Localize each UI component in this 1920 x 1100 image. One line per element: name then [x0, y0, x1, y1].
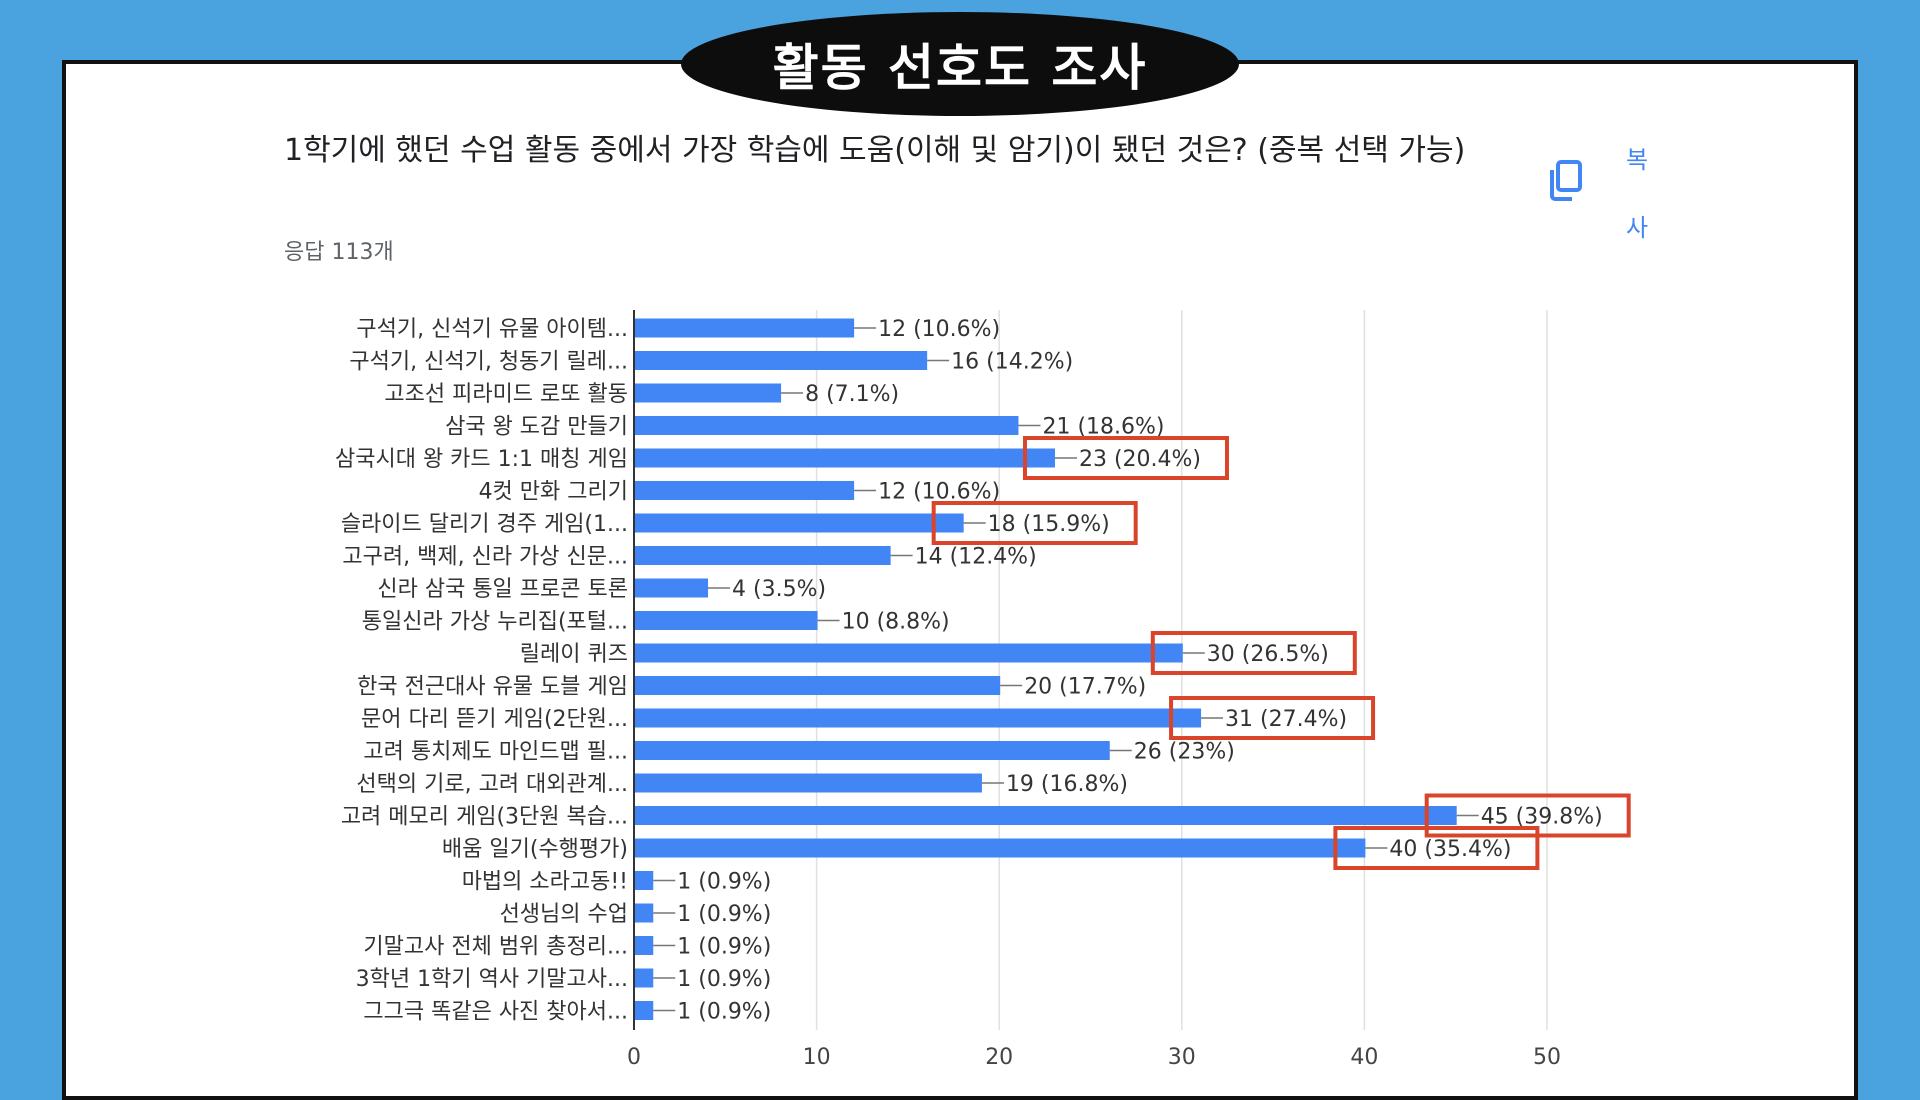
data-label: 14 (12.4%) — [915, 545, 1037, 570]
category-label: 고려 메모리 게임(3단원 복습... — [341, 805, 628, 830]
x-tick-label: 50 — [1533, 1045, 1561, 1070]
data-label: 40 (35.4%) — [1389, 837, 1511, 862]
bar — [635, 643, 1183, 663]
copy-button-label[interactable]: 복사 — [1625, 146, 1649, 242]
highlight-box — [931, 501, 1138, 545]
highlight-box — [1022, 436, 1229, 480]
bar — [635, 903, 654, 923]
category-label: 구석기, 신석기, 청동기 릴레... — [349, 350, 628, 375]
category-label: 그그극 똑같은 사진 찾아서... — [363, 1000, 628, 1025]
category-label: 고려 통치제도 마인드맵 필... — [363, 740, 628, 765]
bar — [635, 416, 1019, 435]
x-tick-label: 10 — [803, 1045, 831, 1070]
data-label: 12 (10.6%) — [878, 317, 1000, 342]
bar — [635, 968, 654, 988]
x-tick-label: 0 — [627, 1045, 641, 1070]
category-label: 고구려, 백제, 신라 가상 신문... — [342, 545, 628, 570]
data-label: 16 (14.2%) — [951, 350, 1073, 375]
data-label: 1 (0.9%) — [677, 967, 771, 992]
category-label: 고조선 피라미드 로또 활동 — [384, 382, 628, 407]
category-label: 선택의 기로, 고려 대외관계... — [356, 772, 628, 797]
data-label: 19 (16.8%) — [1006, 772, 1128, 797]
form-panel — [62, 60, 1858, 1100]
bar — [635, 318, 855, 338]
bar — [635, 708, 1202, 728]
category-label: 삼국 왕 도감 만들기 — [445, 415, 628, 440]
category-label: 기말고사 전체 범위 총정리... — [363, 935, 628, 960]
bar — [635, 351, 928, 370]
highlight-box — [1424, 793, 1631, 838]
data-label: 18 (15.9%) — [988, 512, 1110, 537]
data-label: 20 (17.7%) — [1024, 675, 1146, 700]
category-label: 통일신라 가상 누리집(포털... — [362, 610, 628, 635]
highlight-box — [1150, 631, 1357, 675]
category-label: 한국 전근대사 유물 도블 게임 — [357, 675, 628, 700]
copy-icon[interactable] — [1548, 160, 1584, 206]
question-text: 1학기에 했던 수업 활동 중에서 가장 학습에 도움(이해 및 암기)이 됐던… — [284, 133, 1466, 168]
category-label: 배움 일기(수행평가) — [442, 837, 628, 862]
data-label: 45 (39.8%) — [1481, 805, 1603, 830]
page-title: 활동 선호도 조사 — [681, 12, 1239, 116]
highlight-box — [1333, 826, 1540, 870]
category-label: 3학년 1학기 역사 기말고사... — [356, 967, 628, 992]
bar — [635, 741, 1110, 760]
data-label: 1 (0.9%) — [677, 935, 771, 960]
bar — [635, 936, 654, 955]
bar — [635, 871, 654, 890]
data-label: 26 (23%) — [1134, 740, 1235, 765]
category-label: 릴레이 퀴즈 — [520, 642, 628, 667]
x-tick-label: 40 — [1350, 1045, 1378, 1070]
category-label: 슬라이드 달리기 경주 게임(1... — [341, 512, 628, 537]
data-label: 8 (7.1%) — [805, 382, 899, 407]
page-title-text: 활동 선호도 조사 — [772, 39, 1148, 97]
data-label: 10 (8.8%) — [842, 610, 950, 635]
bar — [635, 513, 964, 533]
data-label: 1 (0.9%) — [677, 1000, 771, 1025]
category-label: 삼국시대 왕 카드 1:1 매칭 게임 — [335, 447, 628, 472]
bar — [635, 806, 1457, 825]
category-label: 신라 삼국 통일 프로콘 토론 — [377, 577, 628, 602]
data-label: 21 (18.6%) — [1042, 415, 1164, 440]
bar — [635, 611, 818, 630]
data-label: 30 (26.5%) — [1207, 642, 1329, 667]
bar — [635, 383, 782, 403]
data-label: 23 (20.4%) — [1079, 447, 1201, 472]
data-label: 1 (0.9%) — [677, 902, 771, 927]
highlight-box — [1169, 696, 1376, 740]
category-label: 구석기, 신석기 유물 아이템... — [356, 317, 628, 342]
bar — [635, 838, 1366, 858]
bar — [635, 546, 891, 565]
category-label: 마법의 소라고동!! — [462, 870, 628, 895]
bar — [635, 1001, 654, 1020]
category-label: 4컷 만화 그리기 — [479, 480, 628, 505]
category-label: 선생님의 수업 — [500, 902, 628, 927]
data-label: 31 (27.4%) — [1225, 707, 1347, 732]
data-label: 12 (10.6%) — [878, 480, 1000, 505]
data-label: 1 (0.9%) — [677, 870, 771, 895]
category-label: 문어 다리 뜯기 게임(2단원... — [361, 707, 628, 732]
x-tick-label: 20 — [985, 1045, 1013, 1070]
bar — [635, 448, 1055, 468]
bar — [635, 481, 855, 500]
bar — [635, 578, 709, 598]
data-label: 4 (3.5%) — [732, 577, 826, 602]
x-tick-label: 30 — [1168, 1045, 1196, 1070]
response-count: 응답 113개 — [284, 240, 394, 265]
bar — [635, 676, 1001, 695]
bar — [635, 773, 982, 793]
